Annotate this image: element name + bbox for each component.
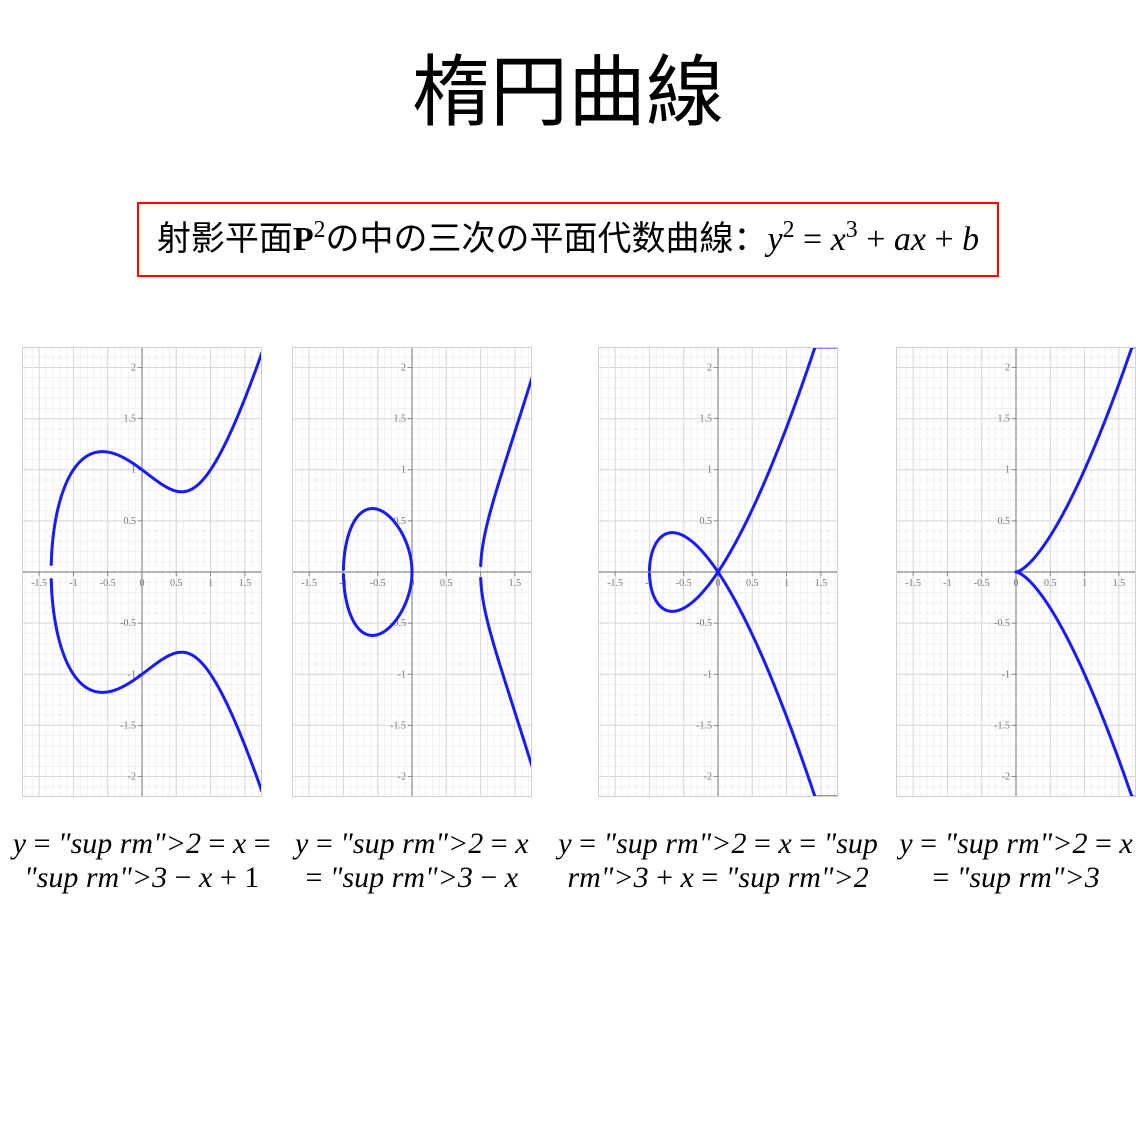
svg-text:0.5: 0.5	[746, 578, 759, 589]
svg-text:1.5: 1.5	[700, 413, 713, 424]
svg-text:-2: -2	[397, 771, 405, 782]
svg-text:2: 2	[401, 362, 406, 373]
svg-text:-0.5: -0.5	[696, 618, 712, 629]
svg-text:-1.5: -1.5	[301, 578, 317, 589]
svg-text:-0.5: -0.5	[99, 578, 115, 589]
svg-text:0.5: 0.5	[700, 515, 713, 526]
svg-text:2: 2	[707, 362, 712, 373]
svg-text:-0.5: -0.5	[994, 618, 1010, 629]
svg-text:0: 0	[716, 578, 721, 589]
svg-text:1: 1	[1005, 464, 1010, 475]
chart-3-caption: y = "sup rm">2 = x = "sup rm">3 + x = "s…	[540, 827, 896, 895]
svg-text:-1: -1	[397, 669, 405, 680]
chart-4-cell: -1.5 -1 -0.5 0 0.5 1 1.5 -2 -1.5 -1 -0.5 0.5 1 1.5 2 y …	[896, 347, 1136, 895]
svg-text:-1.5: -1.5	[905, 578, 921, 589]
svg-text:1.5: 1.5	[998, 413, 1011, 424]
svg-text:1: 1	[784, 578, 789, 589]
svg-text:1.5: 1.5	[508, 578, 521, 589]
svg-text:1: 1	[401, 464, 406, 475]
svg-text:-1: -1	[69, 578, 77, 589]
chart-1-cell: -1.5-1-0.500.511.5-2-1.5-1-0.50.511.52y …	[0, 347, 283, 895]
svg-text:1.5: 1.5	[1113, 578, 1126, 589]
chart-2-caption: y = "sup rm">2 = x = "sup rm">3 − x	[283, 827, 540, 895]
svg-text:1: 1	[707, 464, 712, 475]
chart-1: -1.5-1-0.500.511.5-2-1.5-1-0.50.511.52	[22, 347, 262, 797]
svg-text:-1.5: -1.5	[607, 578, 623, 589]
svg-text:-0.5: -0.5	[120, 618, 136, 629]
chart-2: -1.5-1-0.500.511.5-2-1.5-1-0.50.511.52	[292, 347, 532, 797]
svg-text:-1: -1	[943, 578, 951, 589]
chart-4: -1.5 -1 -0.5 0 0.5 1 1.5 -2 -1.5 -1 -0.5 0.5 1 1.5 2	[896, 347, 1136, 797]
charts-row: -1.5 -1 -0.5 0 0.5 1 1.5 -2 -1.5 -1 -0.5 0.5 1 1.5 2 y …	[0, 347, 1136, 895]
svg-text:-0.5: -0.5	[676, 578, 692, 589]
svg-text:1: 1	[1082, 578, 1087, 589]
chart-3-cell: -1.5-1-0.500.511.5-2-1.5-1-0.50.511.52y …	[540, 347, 896, 895]
chart-1-caption: y = "sup rm">2 = x = "sup rm">3 − x + 1	[0, 827, 283, 895]
chart-4-caption: y = "sup rm">2 = x = "sup rm">3	[896, 827, 1136, 895]
svg-text:-1.5: -1.5	[31, 578, 47, 589]
chart-3: -1.5-1-0.500.511.5-2-1.5-1-0.50.511.52	[598, 347, 838, 797]
svg-text:1.5: 1.5	[393, 413, 406, 424]
svg-text:-1.5: -1.5	[120, 720, 136, 731]
svg-text:0.5: 0.5	[123, 515, 136, 526]
equation-box: 射影平面P2の中の三次の平面代数曲線：y2 = x3 + ax + b	[137, 202, 999, 277]
svg-text:-1.5: -1.5	[994, 720, 1010, 731]
svg-text:-1.5: -1.5	[696, 720, 712, 731]
svg-text:1.5: 1.5	[238, 578, 251, 589]
svg-text:-1: -1	[1002, 669, 1010, 680]
svg-text:0: 0	[139, 578, 144, 589]
svg-text:0.5: 0.5	[998, 515, 1011, 526]
svg-text:-0.5: -0.5	[974, 578, 990, 589]
svg-text:-2: -2	[1002, 771, 1010, 782]
page: 楕円曲線 射影平面P2の中の三次の平面代数曲線：y2 = x3 + ax + b…	[0, 0, 1136, 1136]
svg-text:1.5: 1.5	[123, 413, 136, 424]
chart-2-cell: -1.5-1-0.500.511.5-2-1.5-1-0.50.511.52y …	[283, 347, 540, 895]
svg-text:-1: -1	[704, 669, 712, 680]
svg-text:0.5: 0.5	[440, 578, 453, 589]
svg-text:2: 2	[1005, 362, 1010, 373]
svg-text:1.5: 1.5	[815, 578, 828, 589]
svg-text:-1.5: -1.5	[390, 720, 406, 731]
svg-text:1: 1	[208, 578, 213, 589]
svg-text:-0.5: -0.5	[370, 578, 386, 589]
svg-text:0.5: 0.5	[1044, 578, 1057, 589]
svg-text:2: 2	[131, 362, 136, 373]
svg-text:-2: -2	[127, 771, 135, 782]
svg-text:0: 0	[1014, 578, 1019, 589]
page-title: 楕円曲線	[412, 30, 724, 142]
svg-text:0.5: 0.5	[170, 578, 183, 589]
equation-box-text: 射影平面P2の中の三次の平面代数曲線：y2 = x3 + ax + b	[157, 221, 979, 258]
svg-text:-2: -2	[704, 771, 712, 782]
